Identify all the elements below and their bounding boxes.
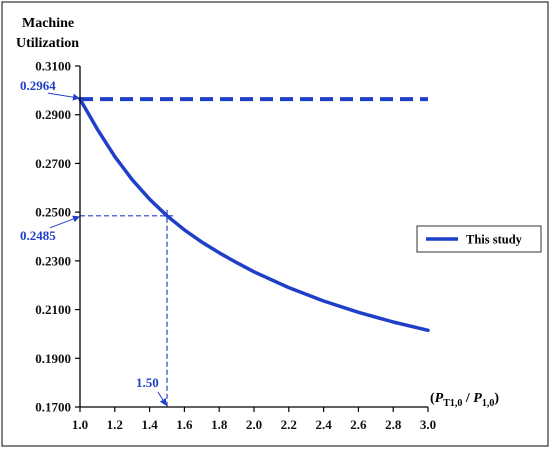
y-tick-label: 0.2300 [35, 253, 71, 268]
series-layer [78, 97, 430, 333]
x-tick-label: 2.8 [385, 417, 402, 432]
x-title-sub2: 1,0 [482, 398, 495, 409]
x-tick-label: 2.2 [281, 417, 297, 432]
y-ticks: 0.1700 0.1900 0.2100 0.2300 0.2500 0.2700 0.29… [35, 59, 80, 415]
x-title-sub1: T1,0 [443, 398, 462, 409]
x-tick-label: 2.6 [350, 417, 367, 432]
reference-lines [80, 97, 428, 407]
x-ticks: 1.0 1.2 1.4 1.6 1.8 2.0 2.2 2.4 2.6 2.8 3.0 [72, 407, 436, 432]
x-tick-label: 1.8 [211, 417, 228, 432]
x-tick-label: 3.0 [420, 417, 436, 432]
annotation-crossing-x: 1.50 [136, 375, 159, 390]
x-tick-label: 1.4 [141, 417, 158, 432]
annotations: 0.2964 0.2485 1.50 [20, 78, 167, 406]
x-tick-label: 1.0 [72, 417, 88, 432]
y-tick-label: 0.3100 [35, 59, 71, 74]
annotation-arrow [47, 92, 80, 101]
y-tick-label: 0.1700 [35, 400, 71, 415]
x-tick-label: 2.0 [246, 417, 262, 432]
x-tick-label: 1.2 [107, 417, 123, 432]
y-tick-label: 0.1900 [35, 351, 71, 366]
x-axis-title: (PT1,0 / P1,0) [430, 391, 499, 409]
annotation-arrow [157, 391, 167, 406]
y-tick-label: 0.2500 [35, 205, 71, 220]
y-axis-title-line1: Machine [22, 16, 74, 31]
legend-label: This study [466, 233, 523, 247]
y-tick-label: 0.2900 [35, 107, 71, 122]
series-line [78, 97, 430, 333]
x-tick-label: 1.6 [176, 417, 193, 432]
x-title-main2: P [473, 391, 482, 406]
annotation-upper-bound: 0.2964 [20, 78, 56, 93]
x-tick-label: 2.4 [315, 417, 332, 432]
annotation-arrow [49, 215, 80, 229]
y-tick-label: 0.2100 [35, 302, 71, 317]
x-title-close-paren: ) [494, 391, 499, 406]
legend: This study [416, 225, 542, 253]
y-tick-label: 0.2700 [35, 156, 71, 171]
y-axis-title-line2: Utilization [16, 36, 79, 51]
x-title-slash: / [462, 391, 473, 406]
x-title-open-paren: ( [430, 391, 435, 406]
annotation-crossing-y: 0.2485 [20, 228, 56, 243]
x-title-main1: P [435, 391, 444, 406]
